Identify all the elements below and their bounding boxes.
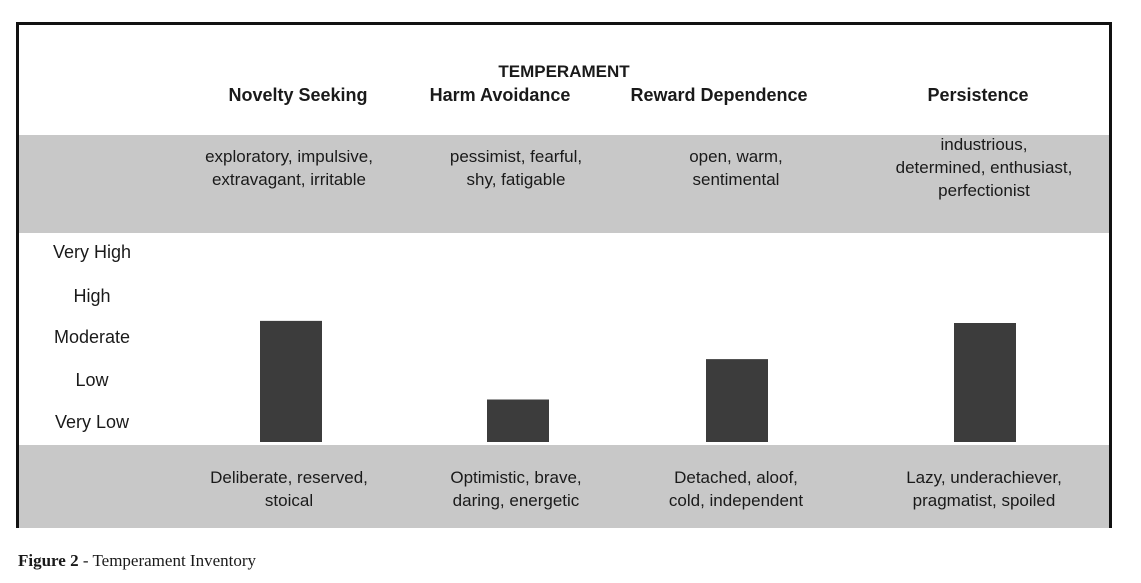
high-descriptor-line: pessimist, fearful, [449,147,583,166]
high-descriptor-band [19,135,1109,233]
high-descriptor: industrious, determined, enthusiast, perfe… [896,133,1073,202]
high-descriptor-line: shy, fatigable [466,170,566,189]
level-label: Moderate [53,327,131,347]
chart-frame: TEMPERAMENT [16,22,1112,528]
low-descriptor-band [19,445,1109,528]
low-descriptor: Detached, aloof, cold, independent [669,466,803,512]
level-label: High [73,286,111,306]
high-descriptor: open, warm, sentimental [689,145,783,191]
low-descriptor-line: Deliberate, reserved, [210,468,368,487]
figure-caption: Figure 2 - Temperament Inventory [18,551,256,571]
low-descriptor: Optimistic, brave, daring, energetic [450,466,581,512]
category-label: Novelty Seeking [228,85,368,105]
low-descriptor: Lazy, underachiever, pragmatist, spoiled [906,466,1062,512]
high-descriptor-line: determined, enthusiast, [895,158,1073,177]
low-descriptor: Deliberate, reserved, stoical [210,466,368,512]
bar-reward-dependence [706,359,768,442]
level-label: Low [75,370,109,390]
bar-novelty-seeking [260,320,322,442]
category-label: Reward Dependence [630,85,808,105]
caption-label: Figure 2 [18,551,79,570]
chart-title: TEMPERAMENT [498,62,630,81]
low-descriptor-line: Optimistic, brave, [450,468,582,487]
bar-persistence [954,323,1016,442]
low-descriptor-line: cold, independent [668,491,804,510]
category-label: Persistence [927,85,1029,105]
high-descriptor: pessimist, fearful, shy, fatigable [450,145,582,191]
low-descriptor-line: pragmatist, spoiled [912,491,1056,510]
high-descriptor: exploratory, impulsive, extravagant, irri… [205,145,373,191]
high-descriptor-line: exploratory, impulsive, [205,147,373,166]
low-descriptor-line: stoical [264,491,314,510]
high-descriptor-line: open, warm, [689,147,783,166]
level-label: Very High [52,242,132,262]
high-descriptor-line: perfectionist [938,181,1030,200]
low-descriptor-line: daring, energetic [452,491,580,510]
high-descriptor-line: industrious, [940,135,1028,154]
high-descriptor-line: extravagant, irritable [211,170,367,189]
high-descriptor-line: sentimental [692,170,780,189]
low-descriptor-line: Lazy, underachiever, [906,468,1062,487]
category-label: Harm Avoidance [429,85,571,105]
level-label: Very Low [54,412,130,432]
low-descriptor-line: Detached, aloof, [674,468,798,487]
bar-harm-avoidance [487,399,549,442]
caption-text: - Temperament Inventory [78,551,257,570]
